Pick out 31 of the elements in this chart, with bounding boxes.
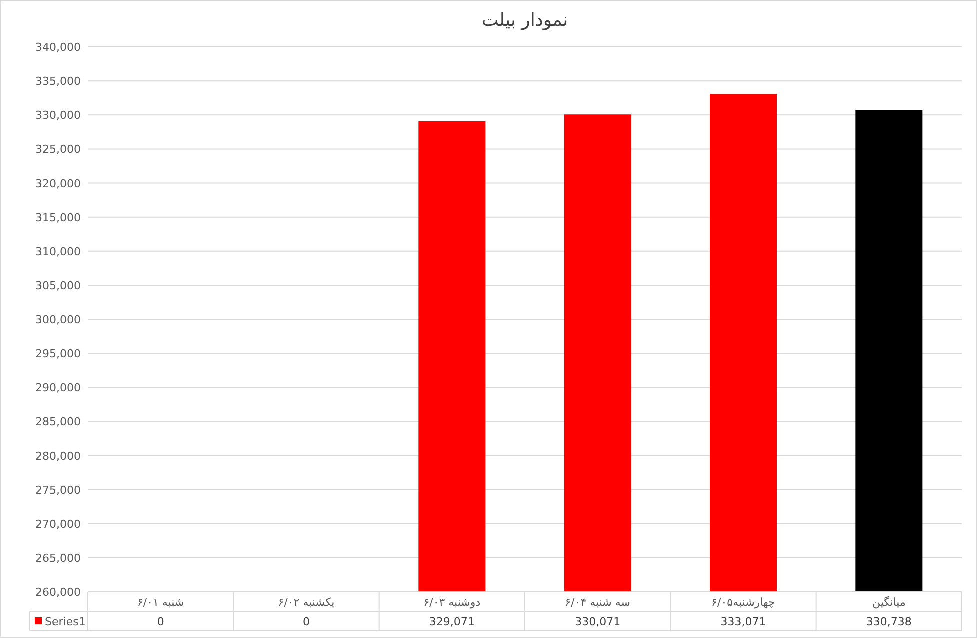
- x-tick-label: دوشنبه ۶/۰۳: [424, 596, 481, 609]
- y-tick-label: 295,000: [36, 348, 81, 361]
- y-tick-label: 320,000: [36, 177, 81, 190]
- text: 0: [303, 616, 310, 628]
- x-tick-label: چهارشنبه۶/۰۵: [712, 596, 776, 609]
- x-tick-label: شنبه ۶/۰۱: [137, 596, 184, 609]
- y-tick-label: 300,000: [36, 314, 81, 326]
- data-label: 329,071: [429, 616, 475, 628]
- y-tick-label: 290,000: [36, 382, 81, 395]
- chart-title: نمودار بیلت: [482, 10, 568, 31]
- y-tick-label: 280,000: [36, 450, 81, 463]
- y-tick-label: 260,000: [36, 586, 81, 599]
- y-tick-label: 265,000: [36, 552, 81, 565]
- y-tick-label: 310,000: [36, 245, 81, 258]
- data-label: 330,071: [575, 616, 621, 628]
- data-label: 333,071: [720, 616, 766, 628]
- legend-label: Series1: [45, 616, 86, 628]
- y-tick-label: 270,000: [36, 518, 81, 531]
- y-tick-label: 340,000: [36, 41, 81, 54]
- y-tick-label: 305,000: [36, 279, 81, 292]
- y-tick-label: 315,000: [36, 211, 81, 224]
- y-tick-label: 325,000: [36, 143, 81, 156]
- y-tick-label: 275,000: [36, 484, 81, 497]
- x-tick-label: یکشنبه ۶/۰۲: [278, 596, 335, 609]
- data-label: 330,738: [866, 616, 912, 628]
- y-tick-label: 285,000: [36, 416, 81, 429]
- x-tick-label: سه شنبه ۶/۰۴: [565, 596, 630, 609]
- y-tick-label: 330,000: [36, 109, 81, 122]
- y-tick-label: 335,000: [36, 75, 81, 88]
- text: 0: [157, 616, 164, 628]
- x-tick-label: میانگین: [872, 596, 906, 609]
